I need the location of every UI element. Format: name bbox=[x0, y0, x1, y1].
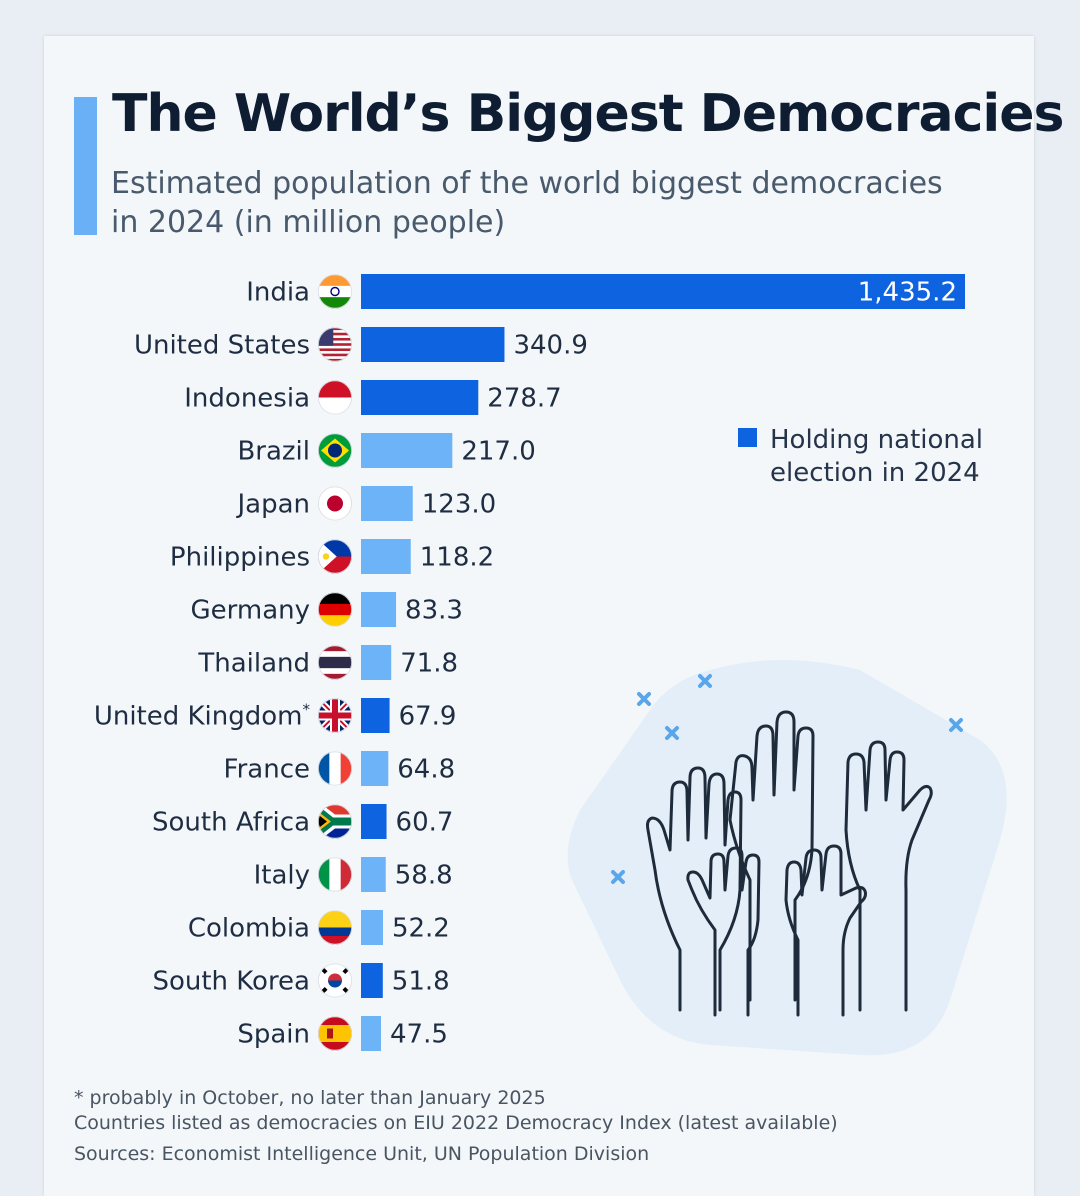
value-label-germany: 83.3 bbox=[405, 596, 463, 626]
flag-philippines-icon bbox=[317, 539, 352, 574]
footnote-asterisk: * probably in October, no later than Jan… bbox=[74, 1087, 546, 1109]
category-label-thailand: Thailand bbox=[197, 649, 310, 679]
category-label-south-korea: South Korea bbox=[152, 967, 310, 997]
flag-france-icon bbox=[317, 751, 352, 786]
value-label-france: 64.8 bbox=[397, 755, 455, 785]
chart-subtitle: Estimated population of the world bigges… bbox=[111, 166, 943, 240]
flag-south-africa-icon bbox=[317, 804, 352, 839]
value-label-japan: 123.0 bbox=[422, 490, 496, 520]
category-label-italy: Italy bbox=[254, 861, 310, 891]
bar-south-africa bbox=[361, 804, 387, 839]
flag-india-icon bbox=[317, 274, 352, 309]
category-label-japan: Japan bbox=[235, 490, 310, 520]
legend-label: Holding national election in 2024 bbox=[770, 425, 984, 488]
bar-indonesia bbox=[361, 380, 479, 415]
category-label-germany: Germany bbox=[190, 596, 310, 626]
value-label-philippines: 118.2 bbox=[420, 543, 494, 573]
category-label-indonesia: Indonesia bbox=[184, 384, 310, 414]
footnotes: * probably in October, no later than Jan… bbox=[74, 1086, 838, 1167]
value-label-india: 1,435.2 bbox=[858, 278, 957, 308]
value-label-colombia: 52.2 bbox=[392, 914, 450, 944]
value-label-spain: 47.5 bbox=[390, 1020, 448, 1050]
bar-italy bbox=[361, 857, 386, 892]
raised-hands-icon bbox=[646, 710, 933, 1017]
category-label-south-africa: South Africa bbox=[152, 808, 310, 838]
flag-thailand-icon bbox=[317, 645, 352, 680]
bar-india bbox=[361, 274, 965, 309]
value-label-brazil: 217.0 bbox=[461, 437, 535, 467]
chart-title: The World’s Biggest Democracies bbox=[112, 84, 1064, 144]
flag-japan-icon bbox=[317, 486, 352, 521]
bar-united-states bbox=[361, 327, 505, 362]
bar-united-kingdom bbox=[361, 698, 390, 733]
value-label-united-states: 340.9 bbox=[513, 331, 587, 361]
footnote-sources: Sources: Economist Intelligence Unit, UN… bbox=[74, 1143, 650, 1165]
flag-colombia-icon bbox=[317, 910, 352, 945]
flag-indonesia-icon bbox=[317, 380, 352, 415]
category-label-united-states: United States bbox=[134, 331, 310, 361]
flag-spain-icon bbox=[317, 1016, 352, 1051]
bar-philippines bbox=[361, 539, 411, 574]
bar-chart: India 1,435.2 United States 340.9 Indonesia 2… bbox=[94, 274, 965, 1051]
category-label-spain: Spain bbox=[237, 1020, 310, 1050]
category-label-france: France bbox=[224, 755, 310, 785]
value-label-south-africa: 60.7 bbox=[396, 808, 454, 838]
bar-thailand bbox=[361, 645, 392, 680]
category-label-brazil: Brazil bbox=[237, 437, 310, 467]
illustration-background-blob bbox=[567, 660, 1007, 1056]
flag-brazil-icon bbox=[317, 433, 352, 468]
category-label-united-kingdom: United Kingdom* bbox=[94, 701, 311, 732]
bar-south-korea bbox=[361, 963, 383, 998]
flag-united-kingdom-icon bbox=[317, 698, 352, 733]
category-label-india: India bbox=[246, 278, 310, 308]
bar-spain bbox=[361, 1016, 381, 1051]
value-label-south-korea: 51.8 bbox=[392, 967, 450, 997]
footnote-methodology: Countries listed as democracies on EIU 2… bbox=[74, 1112, 838, 1134]
value-label-italy: 58.8 bbox=[395, 861, 453, 891]
bar-japan bbox=[361, 486, 413, 521]
bar-brazil bbox=[361, 433, 453, 468]
bar-colombia bbox=[361, 910, 383, 945]
bar-germany bbox=[361, 592, 397, 627]
raised-hands-illustration bbox=[567, 660, 1007, 1056]
flag-south-korea-icon bbox=[317, 963, 352, 998]
title-accent-bar bbox=[74, 97, 97, 235]
value-label-united-kingdom: 67.9 bbox=[399, 702, 457, 732]
value-label-indonesia: 278.7 bbox=[487, 384, 561, 414]
flag-germany-icon bbox=[317, 592, 352, 627]
legend-swatch bbox=[738, 428, 757, 447]
flag-united-states-icon bbox=[317, 327, 352, 362]
bar-france bbox=[361, 751, 389, 786]
flag-italy-icon bbox=[317, 857, 352, 892]
category-label-colombia: Colombia bbox=[188, 914, 310, 944]
category-label-philippines: Philippines bbox=[170, 543, 310, 573]
value-label-thailand: 71.8 bbox=[400, 649, 458, 679]
sparkle-x-icon bbox=[611, 674, 963, 884]
